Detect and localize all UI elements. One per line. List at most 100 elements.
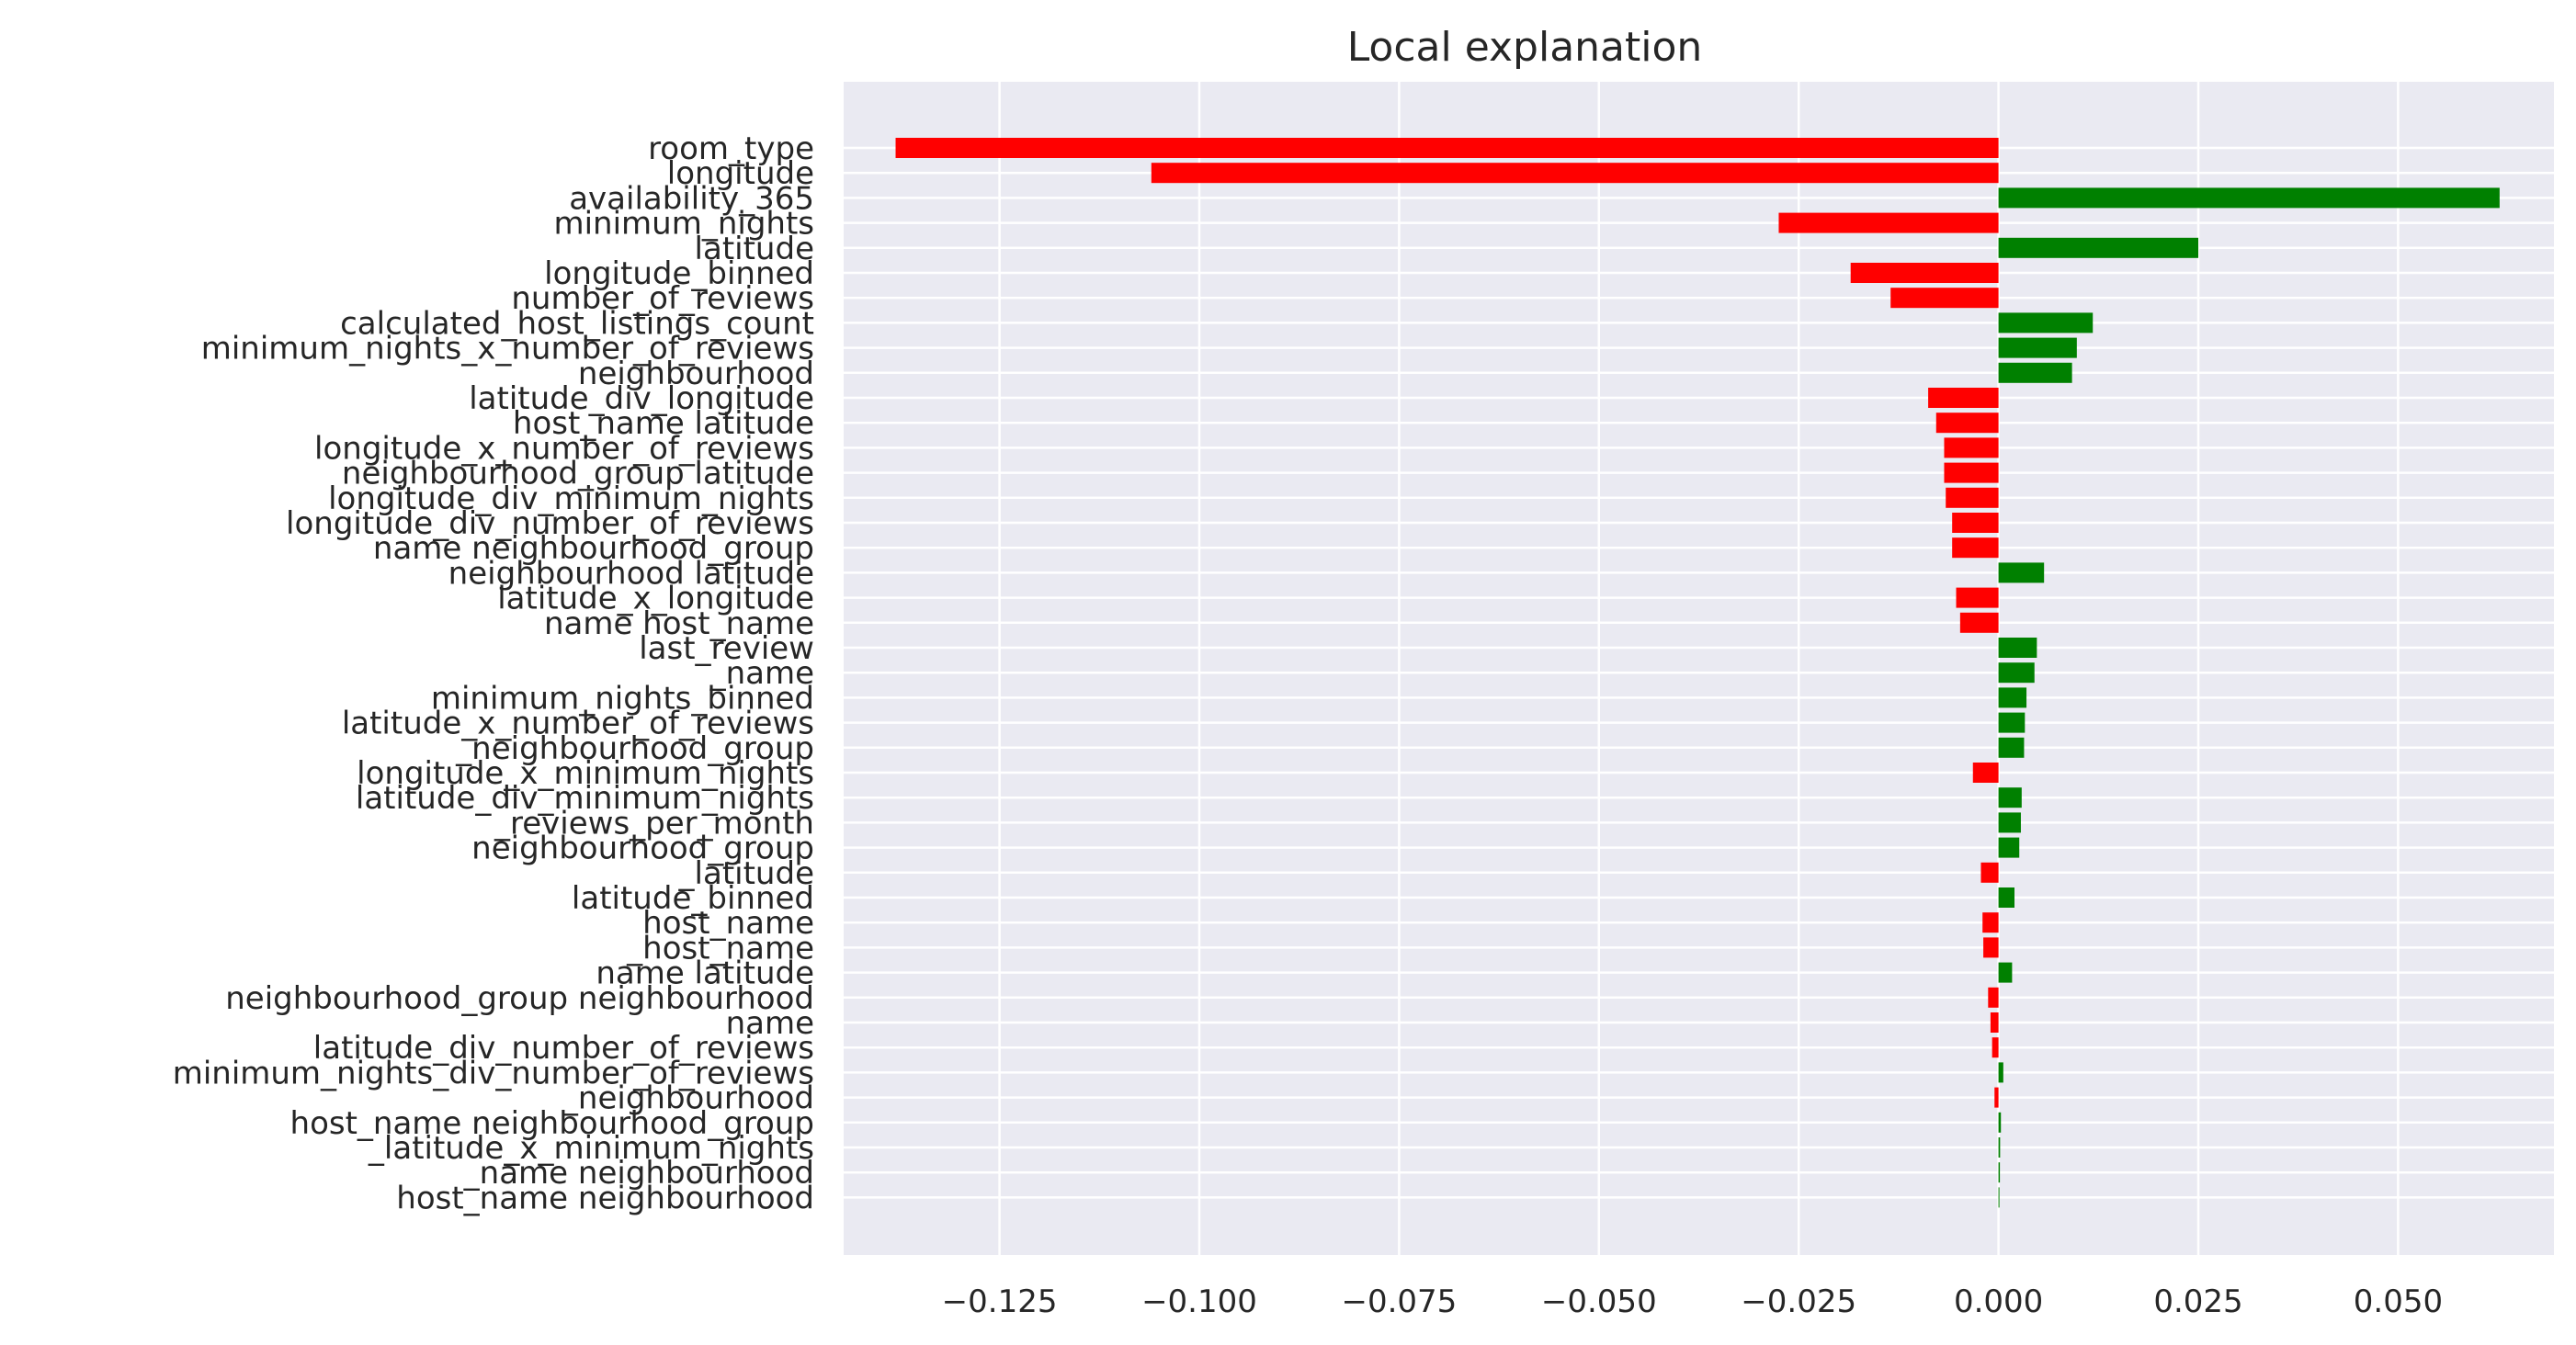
y-tick-label: minimum_nights_x_number_of_reviews	[201, 331, 814, 367]
bar	[1998, 837, 2020, 858]
bar	[1972, 763, 1999, 783]
y-tick-label: host_name latitude	[513, 405, 814, 442]
bar	[1998, 638, 2037, 658]
bar	[1952, 513, 1999, 533]
bar	[1994, 1087, 1999, 1108]
bar	[895, 138, 1999, 158]
y-tick-label: _latitude_x_minimum_nights	[368, 1130, 814, 1167]
y-tick-label: _name	[709, 655, 814, 692]
y-tick-label: _neighbourhood_group	[455, 730, 814, 767]
bar	[1998, 737, 2025, 758]
y-tick-label: availability_365	[569, 180, 814, 217]
y-tick-label: longitude_x_number_of_reviews	[314, 430, 814, 467]
y-tick-label: latitude_div_number_of_reviews	[313, 1030, 814, 1067]
bar	[1998, 1187, 2000, 1208]
y-tick-label: neighbourhood	[578, 356, 814, 392]
y-tick-label: host_name	[642, 905, 814, 942]
bar	[1946, 487, 1999, 508]
bar	[1998, 962, 2013, 983]
bar	[1998, 1112, 2002, 1133]
bar	[1952, 537, 1999, 559]
bar	[1998, 687, 2027, 708]
y-tick-label: _host_name	[626, 930, 814, 966]
y-tick-label: longitude_binned	[544, 255, 814, 292]
y-tick-label: _name neighbourhood	[463, 1155, 814, 1192]
bar	[1998, 362, 2072, 383]
x-tick-label: 0.050	[2354, 1283, 2443, 1320]
bar	[1998, 712, 2026, 733]
y-tick-label: longitude_x_minimum_nights	[357, 755, 814, 792]
bar	[1850, 263, 1999, 283]
y-tick-label: latitude	[695, 231, 814, 267]
x-tick-label: −0.125	[942, 1283, 1058, 1320]
bar	[1998, 1062, 2003, 1083]
bar	[1998, 1162, 2001, 1183]
y-tick-label: host_name neighbourhood	[396, 1180, 814, 1216]
y-tick-label: name neighbourhood_group	[373, 530, 814, 567]
y-tick-label: name host_name	[544, 605, 814, 642]
bar	[1998, 662, 2035, 684]
bar	[1998, 787, 2022, 808]
x-tick-label: −0.100	[1141, 1283, 1257, 1320]
y-tick-label: calculated_host_listings_count	[340, 305, 814, 342]
bars	[895, 138, 2500, 1208]
bar	[1998, 187, 2500, 209]
y-tick-label: minimum_nights	[553, 206, 814, 243]
bar	[1982, 912, 1999, 933]
y-tick-label: _reviews_per_month	[494, 805, 814, 842]
bar	[1980, 862, 1999, 883]
y-tick-label: longitude	[667, 155, 814, 192]
bar	[1998, 887, 2015, 908]
y-tick-label: _neighbourhood	[562, 1080, 814, 1117]
x-tick-label: −0.025	[1741, 1283, 1856, 1320]
bar	[1988, 987, 1999, 1008]
bar	[1944, 437, 1999, 458]
bar	[1992, 1037, 1999, 1058]
bar	[1983, 937, 1999, 958]
y-tick-label: latitude_x_number_of_reviews	[342, 706, 814, 742]
x-tick-label: 0.025	[2153, 1283, 2242, 1320]
y-tick-label: _latitude	[678, 855, 814, 892]
y-tick-label: latitude_div_minimum_nights	[356, 780, 814, 817]
bar	[1998, 812, 2021, 833]
y-tick-label: number_of_reviews	[511, 280, 814, 317]
bar	[1998, 1137, 2001, 1158]
y-tick-label: room_type	[648, 130, 814, 167]
bar	[1998, 562, 2045, 583]
y-tick-label: neighbourhood_group latitude	[342, 456, 814, 492]
bar	[1956, 587, 1999, 608]
y-tick-label: name latitude	[596, 955, 814, 992]
y-tick-label: last_review	[639, 630, 814, 667]
x-tick-labels: −0.125 −0.100 −0.075 −0.050 −0.025 0.000 0.025…	[942, 1283, 2443, 1320]
y-tick-label: latitude_x_longitude	[497, 581, 814, 617]
y-tick-label: name	[726, 1005, 814, 1042]
y-tick-label: longitude_div_number_of_reviews	[286, 505, 814, 542]
y-tick-label: minimum_nights_binned	[431, 680, 814, 717]
y-tick-label: minimum_nights_div_number_of_reviews	[173, 1055, 814, 1091]
y-tick-label: neighbourhood latitude	[448, 555, 814, 592]
bar	[1928, 388, 1999, 408]
y-tick-label: neighbourhood_group neighbourhood	[225, 980, 814, 1017]
y-tick-label: longitude_div_minimum_nights	[328, 480, 814, 517]
bar	[1944, 462, 1999, 483]
bar	[1959, 612, 1999, 633]
y-tick-label: neighbourhood_group	[471, 831, 814, 867]
bar	[1151, 163, 1999, 184]
x-tick-label: −0.075	[1341, 1283, 1457, 1320]
bar	[1998, 337, 2077, 358]
bar	[1890, 288, 1999, 309]
plot-area	[844, 82, 2554, 1255]
x-tick-label: −0.050	[1541, 1283, 1657, 1320]
bar	[1935, 413, 1999, 434]
y-tick-label: latitude_div_longitude	[469, 380, 814, 417]
bar	[1998, 237, 2199, 258]
bar	[1990, 1012, 1999, 1033]
bar	[1778, 212, 1999, 233]
y-tick-label: latitude_binned	[572, 880, 814, 917]
x-tick-label: 0.000	[1954, 1283, 2043, 1320]
y-tick-label: host_name neighbourhood_group	[290, 1105, 814, 1142]
chart-title: Local explanation	[1347, 24, 1703, 71]
bar	[1998, 312, 2094, 333]
y-tick-labels: room_typelongitudeavailability_365minimu…	[173, 130, 814, 1216]
